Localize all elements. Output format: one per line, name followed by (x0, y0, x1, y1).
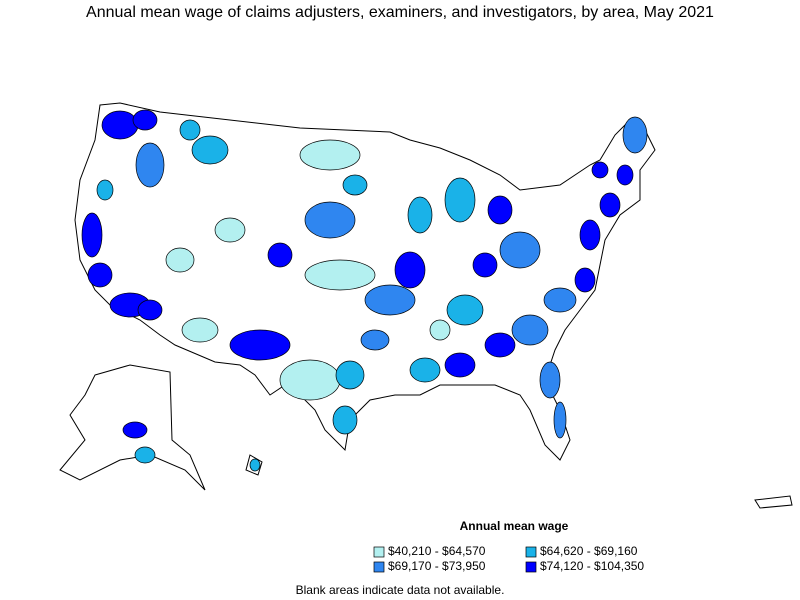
region (299, 139, 361, 171)
region (304, 259, 376, 291)
region (335, 360, 365, 390)
region (96, 179, 114, 201)
legend-swatch (373, 561, 385, 573)
region (543, 287, 577, 313)
region (484, 332, 516, 358)
footnote: Blank areas indicate data not available. (296, 583, 505, 597)
region (409, 357, 441, 383)
legend-label: $40,210 - $64,570 (388, 544, 486, 558)
region (165, 247, 195, 273)
region (122, 421, 148, 439)
region (394, 251, 426, 289)
legend-label: $74,120 - $104,350 (540, 559, 644, 573)
region (332, 405, 358, 435)
region (304, 201, 356, 239)
legend-title: Annual mean wage (460, 519, 569, 533)
region (214, 217, 246, 243)
region (591, 161, 609, 179)
region (267, 242, 293, 268)
region (539, 361, 561, 399)
region (553, 401, 567, 439)
region (499, 231, 541, 269)
region (616, 164, 634, 186)
region (249, 458, 261, 472)
region (132, 109, 158, 131)
region (407, 196, 433, 234)
region (472, 252, 498, 278)
region (446, 294, 484, 326)
map-title: Annual mean wage of claims adjusters, ex… (86, 4, 714, 21)
legend-label: $69,170 - $73,950 (388, 559, 486, 573)
region (135, 142, 165, 188)
legend-swatch (525, 546, 537, 558)
legend-label: $64,620 - $69,160 (540, 544, 638, 558)
region (179, 119, 201, 141)
region (229, 329, 291, 361)
region (360, 329, 390, 351)
region (579, 219, 601, 251)
legend: Annual mean wage $40,210 - $64,570 $64,62… (373, 519, 644, 573)
region (444, 352, 476, 378)
legend-swatch (525, 561, 537, 573)
legend-swatch (373, 546, 385, 558)
region (134, 446, 156, 464)
region (574, 267, 596, 293)
region (181, 317, 219, 343)
region (622, 116, 648, 154)
region (101, 110, 139, 140)
puerto-rico (754, 495, 793, 509)
region (364, 284, 416, 316)
region (444, 177, 476, 223)
region (429, 319, 451, 341)
region (137, 299, 163, 321)
region (87, 262, 113, 288)
region (511, 314, 549, 346)
map (59, 102, 793, 509)
region (599, 192, 621, 218)
region (81, 212, 103, 258)
region (191, 135, 229, 165)
region (279, 359, 341, 401)
region (487, 195, 513, 225)
region (342, 174, 368, 196)
